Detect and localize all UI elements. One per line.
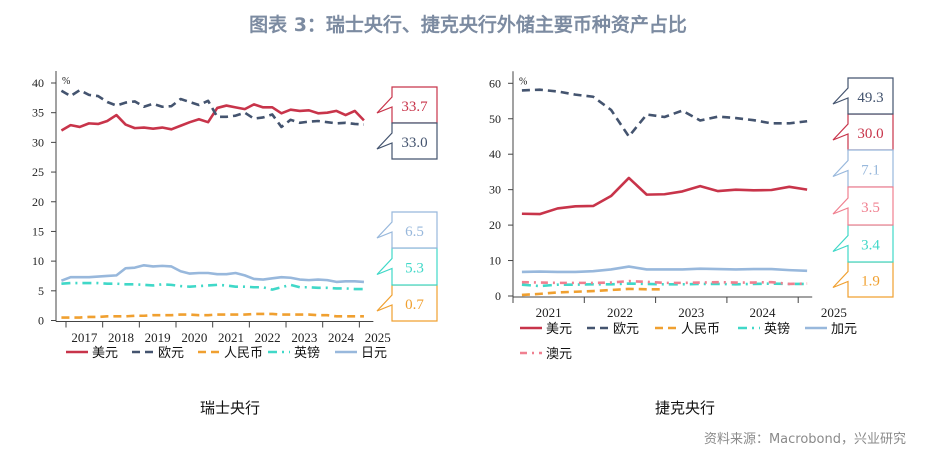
y-tick-label: 10 <box>32 254 44 268</box>
legend-label-美元: 美元 <box>92 345 118 360</box>
legend-label-日元: 日元 <box>361 345 387 360</box>
callout-value-人民币: 0.7 <box>405 297 424 313</box>
x-tick-label: 2021 <box>218 330 244 345</box>
unit-label: % <box>519 76 527 87</box>
y-tick-label: 35 <box>32 106 44 120</box>
x-tick-label: 2018 <box>108 330 134 345</box>
callout-box-日元 <box>376 211 438 249</box>
x-tick-label: 2019 <box>145 330 171 345</box>
callout-box-人民币 <box>832 261 894 298</box>
callout-value-美元: 33.7 <box>401 99 428 115</box>
callout-box-欧元 <box>376 122 438 160</box>
x-tick-label: 2024 <box>750 305 777 320</box>
callout-value-美元: 30.0 <box>857 126 883 142</box>
y-tick-label: 10 <box>489 254 501 268</box>
y-tick-label: 60 <box>489 76 501 90</box>
y-tick-label: 15 <box>32 224 44 238</box>
legend-label-美元: 美元 <box>546 321 572 336</box>
callout-box-人民币 <box>376 284 438 322</box>
callout-box-英镑 <box>376 247 438 286</box>
series-line-日元 <box>60 263 365 284</box>
series-line-人民币 <box>521 287 665 297</box>
chart-caption-cnb: 捷克央行 <box>655 399 716 417</box>
y-tick-label: 20 <box>32 195 44 209</box>
callout-box-英镑 <box>832 224 894 263</box>
callout-value-人民币: 1.9 <box>861 274 880 290</box>
y-tick-label: 50 <box>489 112 501 126</box>
callout-box-美元 <box>832 113 894 151</box>
x-tick-label: 2025 <box>821 305 847 320</box>
x-tick-label: 2022 <box>607 305 633 320</box>
series-line-人民币 <box>61 312 364 319</box>
x-tick-label: 2023 <box>678 305 704 320</box>
x-tick-label: 2020 <box>181 330 207 345</box>
legend-label-英镑: 英镑 <box>294 345 320 360</box>
callout-value-加元: 7.1 <box>861 163 880 179</box>
chart-caption-snb: 瑞士央行 <box>200 399 261 417</box>
y-tick-label: 0 <box>495 289 501 303</box>
x-tick-label: 2025 <box>365 330 391 345</box>
figure-title: 图表 3：瑞士央行、捷克央行外储主要币种资产占比 <box>249 14 687 36</box>
y-tick-label: 20 <box>489 218 501 232</box>
y-tick-label: 30 <box>32 135 44 149</box>
y-tick-label: 40 <box>32 76 44 90</box>
callout-box-澳元 <box>832 186 894 226</box>
callout-value-欧元: 33.0 <box>401 135 427 151</box>
y-tick-label: 0 <box>38 314 44 328</box>
callout-value-英镑: 5.3 <box>405 261 424 277</box>
series-line-加元 <box>521 265 808 274</box>
series-line-澳元 <box>521 279 808 286</box>
y-tick-label: 30 <box>489 183 501 197</box>
source-note: 资料来源：Macrobond，兴业研究 <box>703 432 906 447</box>
callout-value-欧元: 49.3 <box>857 90 883 106</box>
legend-label-英镑: 英镑 <box>764 321 790 336</box>
x-tick-label: 2024 <box>328 330 355 345</box>
legend-label-欧元: 欧元 <box>158 345 184 360</box>
callout-value-澳元: 3.5 <box>861 200 880 216</box>
legend-label-欧元: 欧元 <box>613 321 639 336</box>
x-tick-label: 2022 <box>255 330 281 345</box>
callout-value-英镑: 3.4 <box>861 238 880 254</box>
x-tick-label: 2017 <box>71 330 98 345</box>
callout-box-加元 <box>832 149 894 188</box>
series-line-欧元 <box>521 88 808 138</box>
legend-label-人民币: 人民币 <box>224 345 263 360</box>
callout-box-美元 <box>376 86 438 124</box>
series-line-美元 <box>521 176 808 216</box>
series-line-欧元 <box>60 88 365 129</box>
legend-label-人民币: 人民币 <box>681 321 720 336</box>
y-tick-label: 25 <box>32 165 44 179</box>
series-line-英镑 <box>61 281 364 291</box>
unit-label: % <box>62 76 70 87</box>
x-tick-label: 2021 <box>536 305 562 320</box>
callout-box-欧元 <box>832 77 894 115</box>
callout-value-日元: 6.5 <box>405 224 424 240</box>
y-tick-label: 5 <box>38 284 44 298</box>
series-line-英镑 <box>521 282 808 288</box>
legend-label-加元: 加元 <box>831 321 857 336</box>
series-line-美元 <box>60 103 365 132</box>
legend-label-澳元: 澳元 <box>546 346 572 361</box>
x-tick-label: 2023 <box>291 330 317 345</box>
y-tick-label: 40 <box>489 147 501 161</box>
